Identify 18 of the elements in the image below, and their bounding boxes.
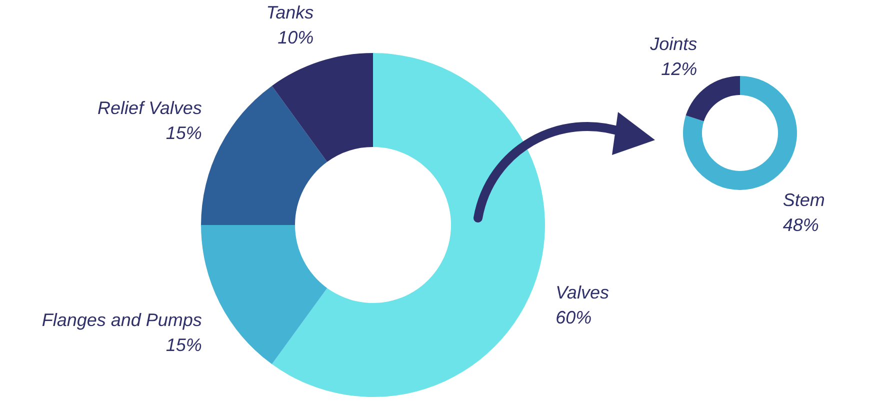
data-label: 15%: [166, 335, 202, 356]
donut-slice: [201, 86, 328, 225]
data-label: 60%: [556, 307, 592, 328]
slice-label: Stem: [782, 190, 825, 210]
slice-label: Relief Valves: [98, 98, 202, 118]
donut-slice: [272, 53, 545, 397]
donut-slice: [272, 53, 373, 162]
slice-label: Tanks: [266, 2, 314, 22]
data-label: 15%: [166, 122, 202, 143]
slice-label: Flanges and Pumps: [42, 310, 202, 330]
donut-slice: [201, 225, 328, 364]
data-label: 48%: [782, 215, 819, 236]
slice-label: Valves: [556, 282, 609, 302]
slice-label: Joints: [649, 34, 698, 54]
data-label: 12%: [661, 58, 698, 79]
donut-slice: [686, 76, 740, 122]
donut-slice: [683, 76, 797, 190]
data-label: 10%: [278, 27, 314, 48]
